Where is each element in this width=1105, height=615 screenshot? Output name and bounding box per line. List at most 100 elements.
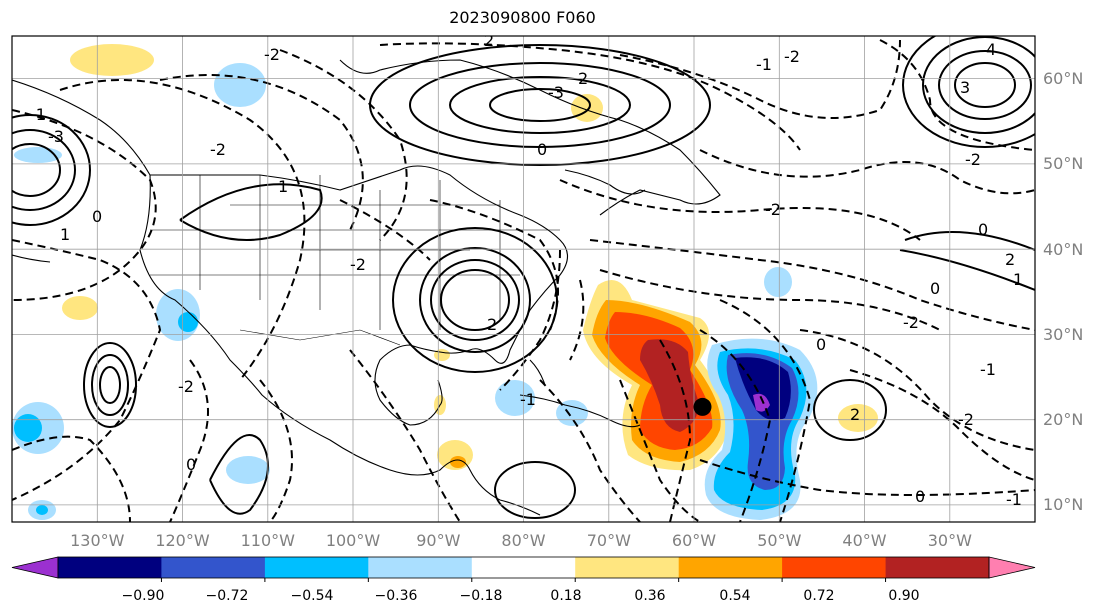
gridlines — [12, 36, 1035, 522]
contour-label: -2 — [784, 47, 800, 66]
contour-label: 1 — [278, 177, 288, 196]
lat-tick-label: 40°N — [1043, 240, 1083, 259]
contour-label: 0 — [537, 140, 547, 159]
contour-label: -1 — [30, 105, 46, 124]
colorbar-tick-label: 0.18 — [550, 588, 581, 604]
shaded-anomalies — [12, 44, 878, 520]
lat-tick-label: 20°N — [1043, 410, 1083, 429]
contour-label: -2 — [178, 377, 194, 396]
contour-label: 2 — [487, 315, 497, 334]
latitude-tick-labels: 60°N 50°N 40°N 30°N 20°N 10°N — [1043, 69, 1083, 514]
colorbar — [11, 556, 1036, 582]
contour-label: -2 — [765, 200, 781, 219]
colorbar-segment — [575, 557, 680, 578]
lat-tick-label: 10°N — [1043, 495, 1083, 514]
contour-label: 0 — [915, 487, 925, 506]
colorbar-tick-label: 0.54 — [719, 588, 750, 604]
colorbar-border — [57, 556, 990, 579]
longitude-tick-labels: 130°W 120°W 110°W 100°W 90°W 80°W 70°W 6… — [70, 531, 972, 550]
colorbar-tick-labels: −0.90 −0.72 −0.54 −0.36 −0.18 0.18 0.36 … — [122, 588, 920, 604]
contour-label: 1 — [60, 225, 70, 244]
negative-anomaly-072 — [735, 357, 791, 421]
coastlines — [12, 59, 721, 516]
contour-label: 0 — [930, 279, 940, 298]
contour-label: -2 — [903, 313, 919, 332]
colorbar-segment — [678, 557, 783, 578]
contour-label: 0 — [816, 335, 826, 354]
patch-blue — [14, 414, 42, 442]
colorbar-tick-label: −0.36 — [375, 588, 418, 604]
lon-tick-label: 130°W — [70, 531, 125, 550]
map-title: 2023090800 F060 — [449, 8, 596, 27]
patch-yellow — [434, 349, 450, 361]
colorbar-segment — [161, 557, 266, 578]
patch-blue — [178, 312, 198, 332]
colorbar-tick-label: −0.72 — [206, 588, 249, 604]
colorbar-segment — [368, 557, 473, 578]
contour-label: -3 — [48, 127, 64, 146]
contour-label: 3 — [960, 78, 970, 97]
colorbar-extend-min — [11, 556, 59, 579]
colorbar-segment — [782, 557, 886, 578]
contour-label: 4 — [986, 40, 996, 59]
contour-label: 2 — [484, 31, 494, 50]
contour-label: -2 — [210, 140, 226, 159]
colorbar-tick-label: −0.90 — [122, 588, 165, 604]
negative-anomaly-090 — [753, 393, 770, 412]
contour-label: 2 — [578, 69, 588, 88]
lon-tick-label: 120°W — [155, 531, 210, 550]
colorbar-segment — [264, 557, 369, 578]
contour-label: -3 — [548, 83, 564, 102]
patch-orange — [450, 456, 466, 468]
colorbar-tick-label: −0.54 — [291, 588, 334, 604]
colorbar-extend-max — [988, 556, 1036, 579]
contour-label-group: 2 -2 -3 -1 0 1 -2 3 4 2 -2 -1 0 -2 -3 2 … — [30, 31, 1023, 509]
contour-label: 0 — [978, 220, 988, 239]
map-border — [11, 35, 1036, 523]
contour-label: -2 — [350, 255, 366, 274]
lon-tick-label: 60°W — [672, 531, 716, 550]
lat-tick-label: 30°N — [1043, 325, 1083, 344]
state-borders — [150, 175, 560, 346]
contour-label: 1 — [1013, 270, 1023, 289]
colorbar-tick-label: 0.90 — [888, 588, 919, 604]
colorbar-segment — [885, 557, 990, 578]
colorbar-tick-label: −0.18 — [460, 588, 503, 604]
contour-label: -1 — [756, 55, 772, 74]
colorbar-segment — [471, 557, 576, 578]
patch-yellow — [838, 404, 878, 432]
storm-center-marker — [693, 397, 712, 416]
patch-blue — [495, 380, 535, 416]
contour-label: -2 — [264, 45, 280, 64]
colorbar-segment — [58, 557, 162, 578]
patch-blue — [36, 505, 48, 515]
patch-blue — [214, 63, 266, 107]
contour-label: -2 — [965, 150, 981, 169]
contour-label: -2 — [958, 410, 974, 429]
lon-tick-label: 50°W — [757, 531, 801, 550]
lon-tick-label: 110°W — [241, 531, 296, 550]
lat-tick-label: 50°N — [1043, 154, 1083, 173]
contour-label: -1 — [1006, 490, 1022, 509]
colorbar-tick-label: 0.36 — [634, 588, 665, 604]
lon-tick-label: 90°W — [416, 531, 460, 550]
contour-label: -1 — [980, 360, 996, 379]
patch-blue — [764, 267, 792, 297]
lon-tick-label: 30°W — [928, 531, 972, 550]
colorbar-tick-label: 0.72 — [803, 588, 834, 604]
contour-label: 2 — [850, 405, 860, 424]
lon-tick-label: 80°W — [501, 531, 545, 550]
lon-tick-label: 100°W — [326, 531, 381, 550]
patch-yellow — [62, 296, 98, 320]
lat-tick-label: 60°N — [1043, 69, 1083, 88]
contour-label: -1 — [520, 390, 536, 409]
patch-blue — [226, 456, 270, 484]
contour-label: 0 — [92, 207, 102, 226]
lon-tick-label: 70°W — [587, 531, 631, 550]
contour-label: 2 — [1005, 250, 1015, 269]
positive-anomaly-090 — [640, 339, 700, 432]
lon-tick-label: 40°W — [842, 531, 886, 550]
contour-label: 0 — [186, 455, 196, 474]
patch-yellow — [70, 44, 154, 76]
